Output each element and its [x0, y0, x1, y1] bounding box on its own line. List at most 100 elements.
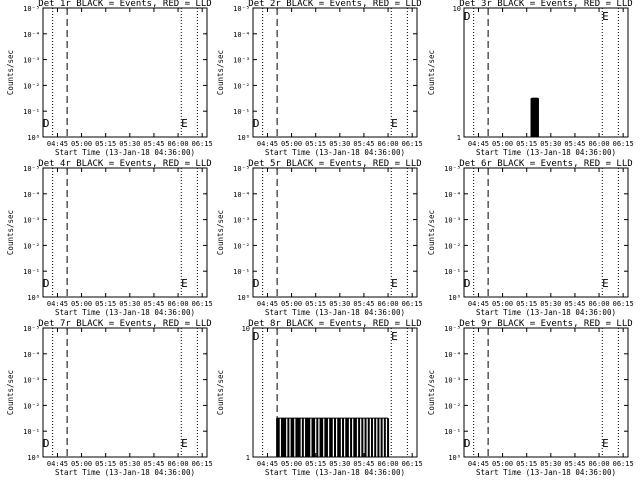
- x-tick-label: 05:30: [540, 300, 561, 308]
- plot-frame: [42, 7, 208, 138]
- x-tick-label: 04:45: [47, 300, 68, 308]
- marker-e: E: [391, 277, 398, 290]
- y-tick-label: 10⁻²: [23, 242, 40, 250]
- y-axis-label: Counts/sec: [6, 50, 15, 95]
- x-tick-label: 05:15: [516, 460, 537, 468]
- marker-d: D: [464, 277, 471, 290]
- x-tick-label: 04:45: [257, 140, 278, 148]
- x-tick-label: 05:00: [492, 140, 513, 148]
- x-tick-label: 05:00: [281, 300, 302, 308]
- panel-det-3: Det 3r BLACK = Events, RED = LLD 1 10 04:45…: [427, 0, 634, 157]
- y-tick-label: 10⁻⁵: [233, 5, 250, 13]
- y-tick-label: 10⁰: [27, 134, 40, 142]
- marker-e: E: [181, 277, 188, 290]
- y-tick-label: 10⁻¹: [444, 268, 461, 276]
- x-tick-label: 04:45: [468, 300, 489, 308]
- x-tick-label: 05:30: [540, 140, 561, 148]
- x-tick-label: 05:45: [143, 460, 164, 468]
- plot-frame: [42, 327, 208, 458]
- plot-frame: [463, 327, 629, 458]
- x-tick-label: 05:15: [305, 140, 326, 148]
- panel-det-9: Det 9r BLACK = Events, RED = LLD 10⁰ 10⁻¹ 1…: [427, 319, 634, 477]
- x-tick-label: 05:15: [95, 460, 116, 468]
- x-tick-label: 05:30: [540, 460, 561, 468]
- x-tick-label: 05:15: [516, 140, 537, 148]
- panel-det-4: Det 4r BLACK = Events, RED = LLD 10⁰ 10⁻¹ 1…: [6, 159, 213, 317]
- x-tick-label: 05:00: [71, 460, 92, 468]
- x-axis-label: Start Time (13-Jan-18 04:36:00): [55, 308, 195, 317]
- x-tick-label: 05:45: [353, 300, 374, 308]
- y-tick-label: 1: [457, 134, 461, 142]
- x-tick-label: 06:00: [378, 140, 399, 148]
- x-tick-label: 06:15: [192, 460, 213, 468]
- y-tick-label: 10⁻⁴: [233, 191, 250, 199]
- y-tick-label: 10⁻³: [23, 377, 40, 385]
- y-tick-label: 10⁰: [448, 454, 461, 462]
- panel-title: Det 4r BLACK = Events, RED = LLD: [38, 159, 211, 169]
- y-tick-label: 10⁻⁴: [444, 351, 461, 359]
- y-tick-label: 10⁻³: [23, 217, 40, 225]
- y-tick-label: 10⁰: [237, 134, 250, 142]
- y-tick-label: 10⁻³: [233, 217, 250, 225]
- x-tick-label: 06:15: [402, 300, 423, 308]
- y-axis-label: Counts/sec: [6, 210, 15, 255]
- x-tick-label: 06:00: [589, 460, 610, 468]
- x-tick-label: 05:30: [119, 460, 140, 468]
- x-tick-label: 05:00: [492, 460, 513, 468]
- y-tick-label: 1: [246, 454, 250, 462]
- y-tick-label: 10⁻⁴: [23, 31, 40, 39]
- panel-title: Det 7r BLACK = Events, RED = LLD: [38, 319, 211, 329]
- x-tick-label: 05:45: [143, 300, 164, 308]
- x-tick-label: 05:45: [564, 300, 585, 308]
- x-tick-label: 06:15: [192, 140, 213, 148]
- y-tick-label: 10⁻³: [444, 217, 461, 225]
- x-tick-label: 05:30: [329, 460, 350, 468]
- x-tick-label: 05:30: [119, 140, 140, 148]
- plot-frame: [463, 7, 629, 138]
- panel-det-7: Det 7r BLACK = Events, RED = LLD 10⁰ 10⁻¹ 1…: [6, 319, 213, 477]
- x-tick-label: 05:00: [492, 300, 513, 308]
- panel-det-2: Det 2r BLACK = Events, RED = LLD 10⁰ 10⁻¹ 1…: [216, 0, 423, 157]
- y-tick-label: 10⁻²: [233, 242, 250, 250]
- x-axis-label: Start Time (13-Jan-18 04:36:00): [476, 308, 616, 317]
- y-axis-label: Counts/sec: [216, 50, 225, 95]
- x-axis-label: Start Time (13-Jan-18 04:36:00): [265, 148, 405, 157]
- y-tick-label: 10⁻⁵: [444, 325, 461, 333]
- y-axis-label: Counts/sec: [216, 210, 225, 255]
- y-tick-label: 10⁻²: [23, 82, 40, 90]
- x-tick-label: 05:30: [119, 300, 140, 308]
- panel-det-1: Det 1r BLACK = Events, RED = LLD 10⁰ 10⁻¹ 1…: [6, 0, 213, 157]
- marker-d: D: [464, 437, 471, 450]
- panel-title: Det 6r BLACK = Events, RED = LLD: [459, 159, 632, 169]
- y-axis-label: Counts/sec: [427, 370, 436, 415]
- x-tick-label: 05:15: [95, 300, 116, 308]
- marker-e: E: [602, 10, 609, 23]
- x-axis-label: Start Time (13-Jan-18 04:36:00): [476, 148, 616, 157]
- panel-title: Det 5r BLACK = Events, RED = LLD: [248, 159, 421, 169]
- x-tick-label: 05:15: [305, 460, 326, 468]
- y-axis-label: Counts/sec: [427, 210, 436, 255]
- y-axis-label: Counts/sec: [6, 370, 15, 415]
- x-tick-label: 06:15: [402, 140, 423, 148]
- y-tick-label: 10⁻⁵: [444, 165, 461, 173]
- marker-e: E: [602, 277, 609, 290]
- plot-frame: [252, 167, 418, 298]
- x-tick-label: 06:00: [168, 300, 189, 308]
- y-tick-label: 10: [453, 5, 461, 13]
- x-tick-label: 06:00: [589, 140, 610, 148]
- x-tick-label: 05:45: [353, 460, 374, 468]
- y-tick-label: 10⁻¹: [444, 428, 461, 436]
- y-tick-label: 10⁻³: [233, 57, 250, 65]
- x-tick-label: 06:15: [613, 300, 634, 308]
- x-tick-label: 05:45: [143, 140, 164, 148]
- panel-det-6: Det 6r BLACK = Events, RED = LLD 10⁰ 10⁻¹ 1…: [427, 159, 634, 317]
- y-tick-label: 10⁻²: [23, 402, 40, 410]
- y-tick-label: 10⁻⁴: [444, 191, 461, 199]
- x-tick-label: 05:45: [564, 140, 585, 148]
- y-tick-label: 10⁰: [27, 454, 40, 462]
- y-tick-label: 10⁻¹: [233, 108, 250, 116]
- x-tick-label: 04:45: [257, 460, 278, 468]
- x-tick-label: 06:00: [589, 300, 610, 308]
- y-tick-label: 10⁻¹: [23, 428, 40, 436]
- y-tick-label: 10⁻¹: [23, 108, 40, 116]
